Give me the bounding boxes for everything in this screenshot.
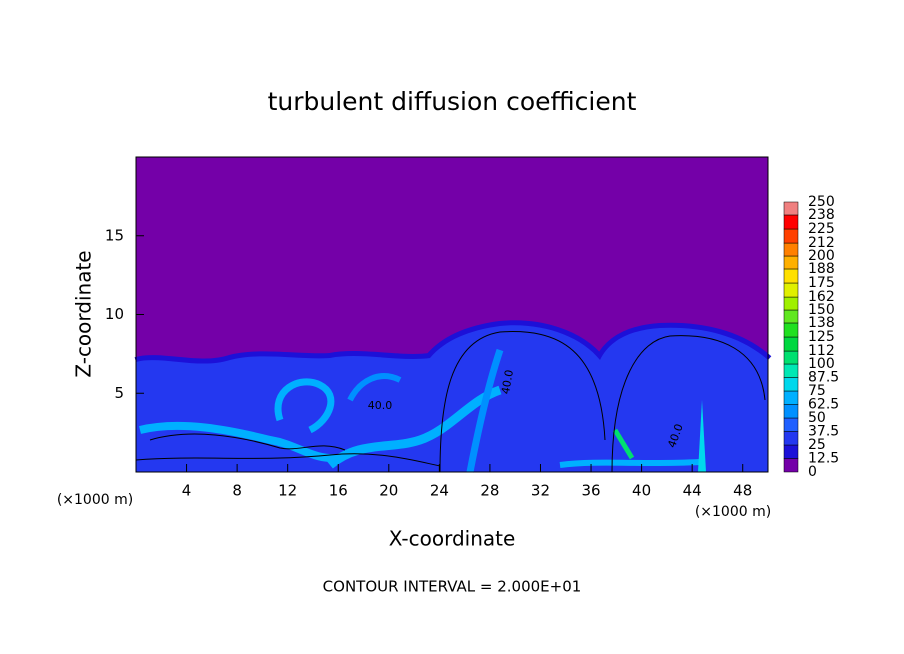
colorbar-label: 112 bbox=[808, 343, 835, 359]
field-swirl bbox=[347, 373, 402, 402]
colorbar-bin bbox=[783, 242, 799, 257]
x-tick-label: 16 bbox=[329, 482, 348, 500]
colorbar-bin bbox=[783, 255, 799, 270]
y-tick-label: 5 bbox=[114, 384, 124, 402]
contour-line bbox=[439, 331, 606, 473]
colorbar-label: 50 bbox=[808, 410, 826, 426]
colorbar-label: 0 bbox=[808, 464, 817, 480]
field-swirl bbox=[612, 428, 635, 460]
colorbar-bin bbox=[783, 377, 799, 392]
contour-line bbox=[611, 335, 766, 473]
colorbar-label: 150 bbox=[808, 302, 835, 318]
x-tick-label: 4 bbox=[182, 482, 192, 500]
field-region bbox=[136, 325, 768, 472]
x-tick-label: 36 bbox=[581, 482, 600, 500]
x-tick-label: 32 bbox=[531, 482, 550, 500]
colorbar-label: 100 bbox=[808, 356, 835, 372]
colorbar-bin bbox=[783, 296, 799, 311]
colorbar-label: 62.5 bbox=[808, 397, 839, 413]
x-tick-label: 44 bbox=[683, 482, 702, 500]
contour-line bbox=[149, 433, 346, 451]
colorbar-bin bbox=[783, 350, 799, 365]
colorbar-bin bbox=[783, 228, 799, 244]
footnote: CONTOUR INTERVAL = 2.000E+01 bbox=[323, 578, 582, 596]
x-tick-label: 20 bbox=[379, 482, 398, 500]
colorbar-bin bbox=[783, 431, 799, 446]
colorbar-bin bbox=[783, 390, 799, 405]
x-tick-label: 12 bbox=[278, 482, 297, 500]
colorbar-bin bbox=[783, 458, 799, 473]
field-plume bbox=[698, 400, 706, 472]
x-axis-label: X-coordinate bbox=[389, 527, 516, 551]
colorbar-bin bbox=[783, 282, 799, 298]
colorbar-label: 75 bbox=[808, 383, 826, 399]
field-swirl bbox=[559, 459, 701, 468]
colorbar-label: 12.5 bbox=[808, 451, 839, 467]
colorbar-bin bbox=[783, 417, 799, 432]
x-tick-label: 48 bbox=[733, 482, 752, 500]
colorbar-bin bbox=[783, 214, 799, 230]
x-tick-label: 28 bbox=[480, 482, 499, 500]
colorbar-label: 238 bbox=[808, 207, 835, 223]
colorbar-label: 25 bbox=[808, 437, 826, 453]
colorbar-label: 188 bbox=[808, 261, 835, 277]
contour-line bbox=[135, 453, 441, 467]
colorbar-label: 37.5 bbox=[808, 424, 839, 440]
colorbar-label: 225 bbox=[808, 221, 835, 237]
x-unit-label: (×1000 m) bbox=[695, 504, 771, 520]
y-unit-label: (×1000 m) bbox=[57, 492, 133, 508]
colorbar-label: 138 bbox=[808, 315, 835, 331]
contour-field: 40.0 40.0 40.0 bbox=[134, 157, 772, 473]
field-swirl bbox=[466, 348, 504, 473]
y-tick-label: 10 bbox=[105, 305, 124, 323]
x-tick-label: 8 bbox=[232, 482, 242, 500]
x-tick-label: 24 bbox=[430, 482, 449, 500]
colorbar-bin bbox=[783, 268, 799, 284]
colorbar-label: 125 bbox=[808, 329, 835, 345]
colorbar-bin bbox=[783, 336, 799, 352]
y-tick-label: 15 bbox=[105, 226, 124, 244]
colorbar-label: 212 bbox=[808, 235, 835, 251]
colorbar-label: 175 bbox=[808, 275, 835, 291]
field-swirl bbox=[274, 378, 335, 434]
colorbar-label: 250 bbox=[808, 194, 835, 210]
colorbar-bin bbox=[783, 309, 799, 324]
colorbar-bin bbox=[783, 322, 799, 338]
field-swirl bbox=[139, 421, 341, 463]
field-swirl bbox=[327, 385, 502, 469]
colorbar-bin bbox=[783, 363, 799, 378]
chart-title: turbulent diffusion coefficient bbox=[268, 87, 637, 116]
colorbar-label: 87.5 bbox=[808, 370, 839, 386]
colorbar-bin bbox=[783, 201, 799, 216]
x-tick-label: 40 bbox=[632, 482, 651, 500]
colorbar-bin bbox=[783, 444, 799, 459]
contour-label: 40.0 bbox=[499, 369, 516, 395]
colorbar-bin bbox=[783, 404, 799, 419]
y-axis-label: Z-coordinate bbox=[72, 250, 96, 377]
colorbar-label: 162 bbox=[808, 289, 835, 305]
contour-label: 40.0 bbox=[368, 399, 393, 412]
colorbar-label: 200 bbox=[808, 248, 835, 264]
